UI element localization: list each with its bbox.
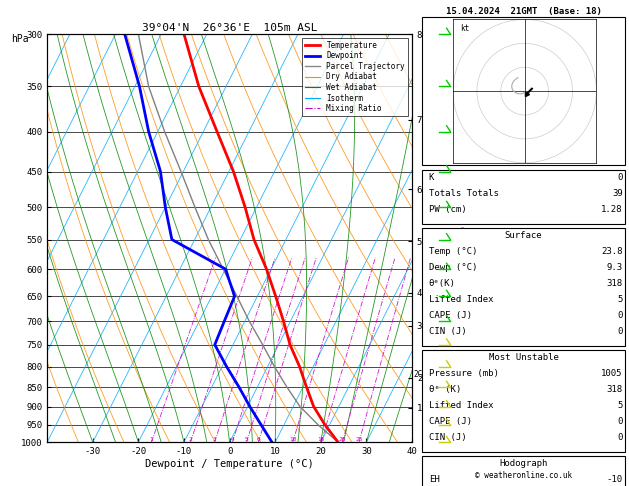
Bar	[423, 350, 625, 452]
Text: EH: EH	[429, 475, 440, 484]
Text: θᵉ (K): θᵉ (K)	[429, 385, 461, 394]
Text: K: K	[429, 173, 434, 182]
Text: 4: 4	[230, 437, 234, 442]
Text: 2CL: 2CL	[414, 370, 428, 380]
Text: 5: 5	[245, 437, 248, 442]
Text: 3: 3	[213, 437, 216, 442]
Text: -10: -10	[606, 475, 623, 484]
Text: CIN (J): CIN (J)	[429, 433, 467, 442]
Text: CAPE (J): CAPE (J)	[429, 311, 472, 320]
Text: 5: 5	[617, 401, 623, 410]
Text: 25: 25	[355, 437, 363, 442]
Text: 0: 0	[617, 327, 623, 336]
Text: Dewp (°C): Dewp (°C)	[429, 263, 477, 272]
Text: 1.28: 1.28	[601, 205, 623, 214]
Bar	[423, 17, 625, 165]
Text: © weatheronline.co.uk: © weatheronline.co.uk	[475, 471, 572, 480]
Text: CIN (J): CIN (J)	[429, 327, 467, 336]
Text: 0: 0	[617, 311, 623, 320]
Bar	[423, 170, 625, 224]
Legend: Temperature, Dewpoint, Parcel Trajectory, Dry Adiabat, Wet Adiabat, Isotherm, Mi: Temperature, Dewpoint, Parcel Trajectory…	[302, 38, 408, 116]
Text: 0: 0	[617, 173, 623, 182]
X-axis label: Dewpoint / Temperature (°C): Dewpoint / Temperature (°C)	[145, 459, 314, 469]
Text: Pressure (mb): Pressure (mb)	[429, 369, 499, 378]
Text: km
ASL: km ASL	[436, 34, 452, 53]
Title: 39°04'N  26°36'E  105m ASL: 39°04'N 26°36'E 105m ASL	[142, 23, 318, 33]
Text: 39: 39	[612, 189, 623, 198]
Text: 318: 318	[606, 385, 623, 394]
Text: 10: 10	[289, 437, 296, 442]
Text: 15.04.2024  21GMT  (Base: 18): 15.04.2024 21GMT (Base: 18)	[446, 7, 601, 17]
Text: θᵉ(K): θᵉ(K)	[429, 279, 455, 288]
Text: 23.8: 23.8	[601, 247, 623, 256]
Text: Hodograph: Hodograph	[499, 459, 548, 468]
Text: 1: 1	[150, 437, 153, 442]
Text: 1005: 1005	[601, 369, 623, 378]
Text: Lifted Index: Lifted Index	[429, 401, 493, 410]
Text: Most Unstable: Most Unstable	[489, 353, 559, 362]
Text: 2: 2	[189, 437, 192, 442]
Text: Mixing Ratio (g/kg): Mixing Ratio (g/kg)	[459, 191, 469, 286]
Text: 15: 15	[318, 437, 325, 442]
Text: Lifted Index: Lifted Index	[429, 295, 493, 304]
Text: 20: 20	[338, 437, 346, 442]
Text: 318: 318	[606, 279, 623, 288]
Text: Totals Totals: Totals Totals	[429, 189, 499, 198]
Text: PW (cm): PW (cm)	[429, 205, 467, 214]
Text: hPa: hPa	[11, 34, 28, 44]
Bar	[423, 456, 625, 486]
Text: 6: 6	[257, 437, 260, 442]
Text: 0: 0	[617, 433, 623, 442]
Text: Surface: Surface	[505, 231, 542, 240]
Text: 9.3: 9.3	[606, 263, 623, 272]
Text: 5: 5	[617, 295, 623, 304]
Text: CAPE (J): CAPE (J)	[429, 417, 472, 426]
Text: Temp (°C): Temp (°C)	[429, 247, 477, 256]
Bar	[423, 228, 625, 346]
Text: 0: 0	[617, 417, 623, 426]
